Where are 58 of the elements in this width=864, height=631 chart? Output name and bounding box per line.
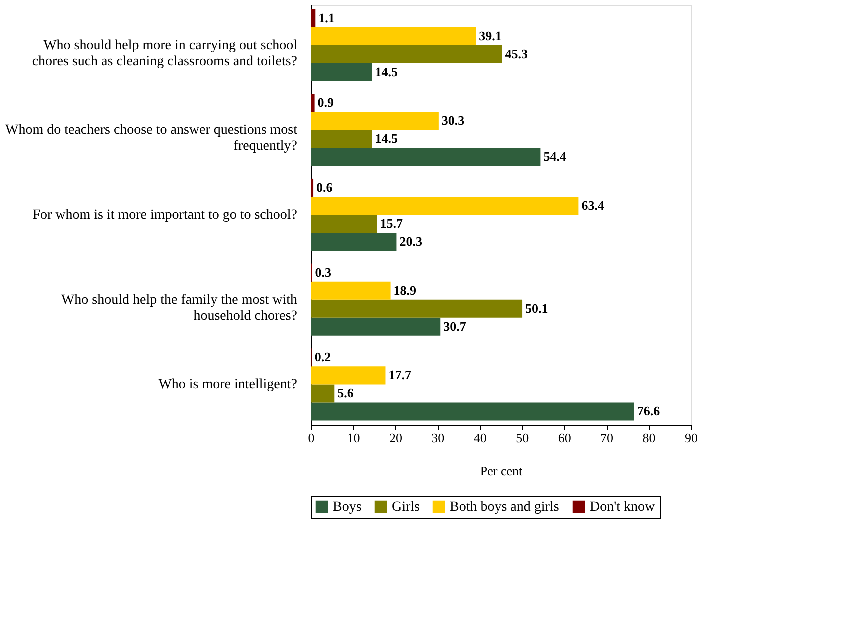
x-tick-label: 20 <box>389 430 402 446</box>
bar <box>311 233 397 252</box>
data-label: 14.5 <box>375 64 398 80</box>
y-tick-label: Whom do teachers choose to answer questions most frequently? <box>6 123 298 154</box>
x-tick-label: 60 <box>558 430 572 446</box>
bar <box>311 9 316 28</box>
x-tick-label: 80 <box>642 430 656 446</box>
bar <box>311 178 314 197</box>
data-label: 20.3 <box>400 234 423 250</box>
data-label: 76.6 <box>637 404 661 419</box>
y-tick-label: Who is more intelligent? <box>158 378 298 393</box>
bar <box>311 215 378 234</box>
bar <box>311 130 372 148</box>
legend-label: Don't know <box>590 500 656 515</box>
legend-label: Boys <box>333 500 362 515</box>
x-tick-label: 10 <box>347 430 360 446</box>
x-tick-label: 40 <box>474 430 487 446</box>
legend-label: Both boys and girls <box>450 500 560 515</box>
bar <box>311 196 579 215</box>
bar <box>311 112 439 130</box>
data-label: 45.3 <box>505 46 529 62</box>
y-tick-label: For whom is it more important to go to school? <box>32 208 298 223</box>
data-label: 17.7 <box>388 368 412 383</box>
bar <box>311 27 476 46</box>
bar <box>311 318 441 336</box>
data-label: 0.9 <box>318 95 335 110</box>
y-tick-label: Who should help more in carrying out school chores such as cleaning classrooms and toilets? <box>32 38 298 70</box>
data-label: 0.3 <box>315 264 332 280</box>
x-tick-label: 70 <box>600 430 614 446</box>
bar <box>311 94 315 112</box>
x-tick-label: 50 <box>516 430 530 446</box>
data-label: 18.9 <box>394 282 418 298</box>
bar <box>311 300 523 318</box>
bar <box>311 63 372 82</box>
data-label: 14.5 <box>375 131 398 146</box>
data-label: 0.6 <box>316 180 334 195</box>
data-label: 30.7 <box>444 318 467 334</box>
data-label: 30.3 <box>442 113 466 128</box>
data-label: 15.7 <box>380 216 404 232</box>
bar <box>311 148 541 166</box>
data-label: 1.1 <box>318 10 335 26</box>
bar <box>311 402 634 421</box>
data-label: 63.4 <box>582 198 605 213</box>
data-label: 50.1 <box>526 300 548 316</box>
bar <box>311 45 502 64</box>
data-label: 5.6 <box>338 386 354 401</box>
x-tick-label: 90 <box>685 430 698 446</box>
x-axis-title: Per cent <box>480 464 523 478</box>
x-tick-label: 30 <box>432 430 445 446</box>
legend-label: Girls <box>392 500 420 515</box>
data-label: 39.1 <box>479 28 502 44</box>
bar <box>311 366 386 385</box>
y-tick-label: Who should help the family the most with household chores? <box>61 292 298 324</box>
bar <box>311 384 335 403</box>
data-label: 54.4 <box>544 149 567 164</box>
x-tick-label: 0 <box>308 430 315 446</box>
data-label: 0.2 <box>314 350 332 365</box>
bar <box>311 282 391 300</box>
